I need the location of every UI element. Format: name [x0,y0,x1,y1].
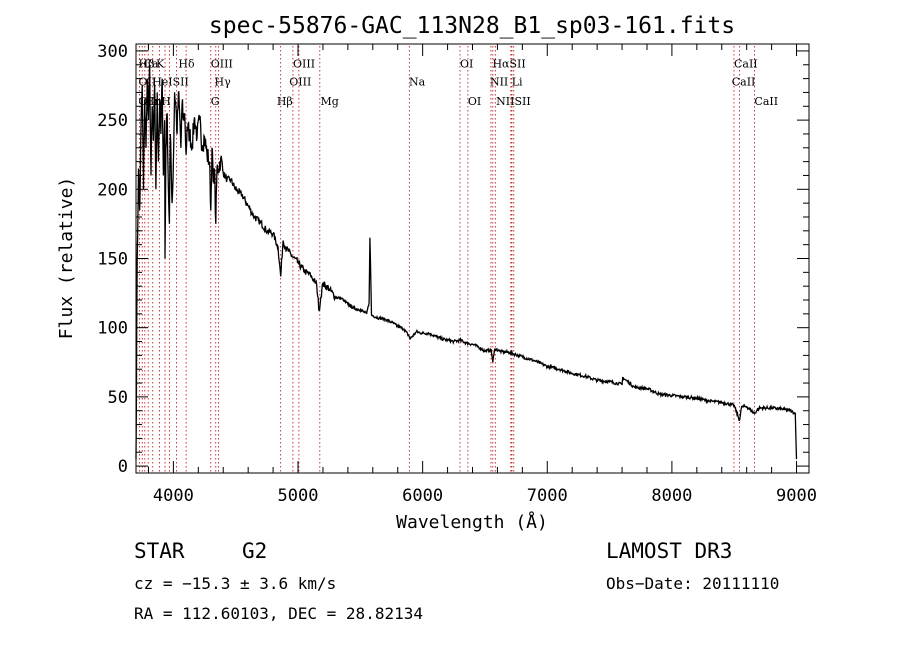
spectrum-series-line [135,64,798,460]
y-tick-label: 100 [97,319,128,339]
observation-date: Obs−Date: 20111110 [606,574,780,593]
redshift-cz: cz = −15.3 ± 3.6 km/s [134,574,337,593]
x-tick-label: 4000 [153,486,194,506]
plot-frame [135,43,810,474]
line-label: OIII [289,76,311,89]
y-axis-ticks: 0 50 100 150 200 250 300 [97,42,809,477]
line-markers [138,46,755,473]
object-class: STAR [134,539,185,563]
chart-title: spec-55876-GAC_113N28_B1_sp03-161.fits [209,13,735,39]
line-label: OI [468,95,481,108]
y-tick-label: 50 [108,388,128,408]
line-label: CaII [732,76,756,89]
y-tick-label: 200 [97,180,128,200]
object-subclass: G2 [242,539,268,563]
line-label: CaII [734,58,758,71]
line-label: HαSII [492,58,525,71]
coordinates: RA = 112.60103, DEC = 28.82134 [134,604,423,623]
survey-name: LAMOST DR3 [606,539,733,563]
y-tick-label: 250 [97,111,128,131]
x-tick-label: 7000 [527,486,568,506]
y-tick-label: 300 [97,42,128,62]
x-tick-label: 5000 [278,486,319,506]
line-label: NIISII [496,95,531,108]
line-label: OIII [211,58,233,71]
line-label: G [211,95,220,108]
line-label: Hδ [178,58,195,71]
line-label: Hγ [215,76,232,89]
line-label: Hβ [277,95,293,108]
y-tick-label: 150 [97,250,128,270]
line-label: HeISII [152,76,189,89]
x-tick-label: 8000 [651,486,692,506]
line-label: OIII [293,58,315,71]
x-tick-label: 6000 [402,486,443,506]
line-label: CaII [754,95,778,108]
line-label: Mg [320,95,338,108]
x-axis-ticks: 4000 5000 6000 7000 8000 9000 [147,44,817,506]
line-label: K [156,58,165,71]
line-label: OI [460,58,473,71]
x-tick-label: 9000 [776,486,817,506]
x-axis-label: Wavelength (Å) [396,511,548,533]
line-label: Na [409,76,426,89]
y-axis-label: Flux (relative) [56,177,77,340]
line-label: Ca [143,58,158,71]
line-label: NII Li [490,76,523,89]
y-tick-label: 0 [118,457,128,477]
line-label: Hβ [138,58,154,71]
